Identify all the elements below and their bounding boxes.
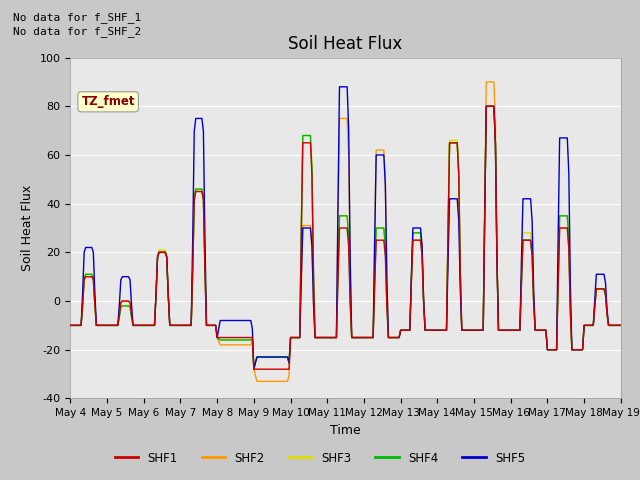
Text: No data for f_SHF_2: No data for f_SHF_2: [13, 26, 141, 37]
Text: TZ_fmet: TZ_fmet: [81, 96, 135, 108]
Legend: SHF1, SHF2, SHF3, SHF4, SHF5: SHF1, SHF2, SHF3, SHF4, SHF5: [110, 447, 530, 469]
Y-axis label: Soil Heat Flux: Soil Heat Flux: [21, 185, 34, 271]
Title: Soil Heat Flux: Soil Heat Flux: [289, 35, 403, 53]
Text: No data for f_SHF_1: No data for f_SHF_1: [13, 12, 141, 23]
X-axis label: Time: Time: [330, 424, 361, 437]
